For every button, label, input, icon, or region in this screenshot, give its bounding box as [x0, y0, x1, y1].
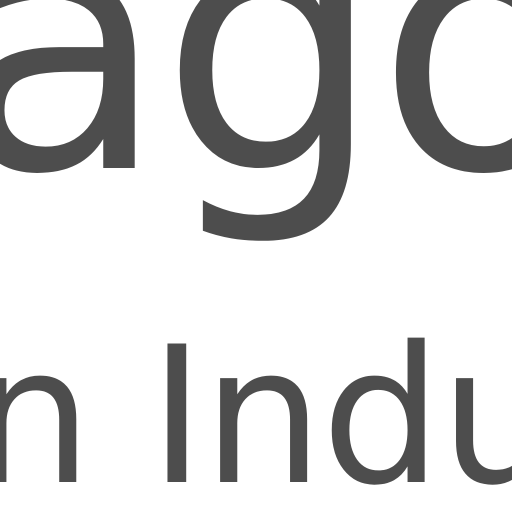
subheading-fragment: n Indu [0, 306, 512, 512]
large-heading-fragment: ago [0, 0, 512, 251]
